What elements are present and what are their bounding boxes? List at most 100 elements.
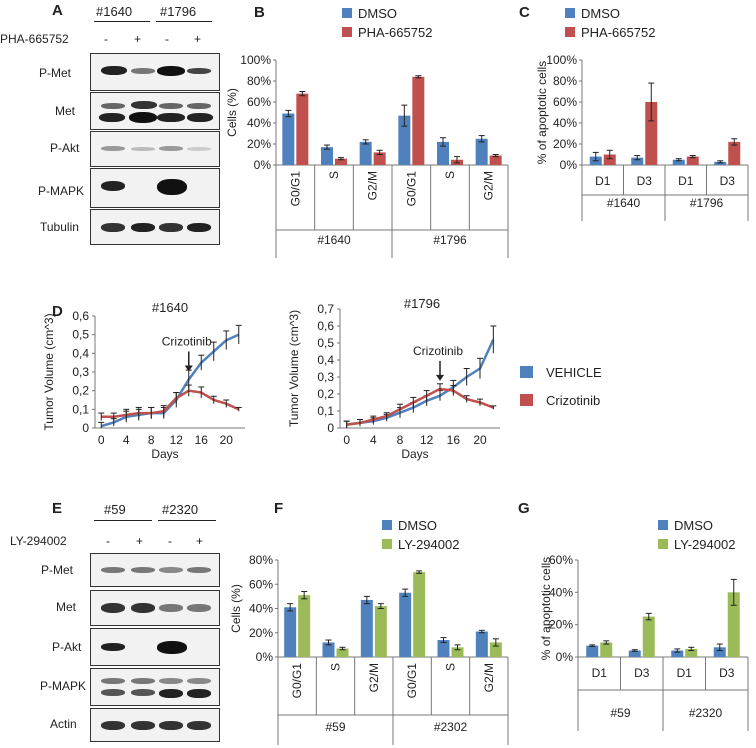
legend-swatch — [565, 8, 575, 18]
y-axis-label: % of apoptotic cells — [539, 557, 553, 660]
bar-pha-665752 — [728, 141, 741, 165]
y-tick-label: 100% — [240, 53, 271, 67]
y-tick-label: 0,4 — [317, 353, 334, 367]
y-tick-label: 0,7 — [317, 302, 334, 316]
legend-label: DMSO — [674, 518, 713, 533]
blot-row-label: Tubulin — [40, 220, 79, 234]
panel-letter-g: G — [518, 500, 530, 517]
x-tick-label: 0 — [343, 433, 350, 447]
panel-letter-d: D — [52, 303, 63, 320]
series-line-vehicle — [346, 339, 495, 426]
bar-ly-294002 — [642, 616, 655, 657]
bar-pha-665752 — [412, 76, 425, 165]
y-tick-label: 0,2 — [72, 384, 89, 398]
category-label: G2/M — [367, 663, 381, 692]
panel-letter-e: E — [52, 500, 63, 517]
treatment-label: LY-294002 — [10, 534, 67, 548]
blot-strip — [90, 590, 220, 626]
sign-label: - — [106, 534, 110, 548]
category-label: G2/M — [482, 171, 496, 200]
y-tick-label: 20% — [553, 137, 577, 151]
blot-row-label: P-MAPK — [38, 184, 85, 198]
sign-label: - — [165, 32, 169, 46]
bar-dmso — [398, 115, 411, 165]
bar-ly-294002 — [413, 572, 426, 657]
category-label: D3 — [720, 174, 736, 188]
category-label: D3 — [719, 666, 735, 680]
bar-ly-294002 — [336, 648, 349, 657]
group-label: #1796 — [690, 196, 724, 210]
blot-row-label: P-Met — [39, 66, 72, 80]
category-label: G2/M — [366, 171, 380, 200]
sample-label: #1640 — [96, 4, 133, 19]
bar-pha-665752 — [645, 102, 658, 165]
y-tick-label: 0,5 — [317, 336, 334, 350]
annotation-arrowhead — [436, 374, 444, 381]
bar-pha-665752 — [489, 155, 502, 165]
bar-pha-665752 — [603, 154, 616, 165]
panel-letter-b: B — [254, 4, 265, 21]
category-label: G0/G1 — [404, 171, 418, 207]
legend-swatch — [565, 27, 575, 37]
legend-label: VEHICLE — [546, 365, 602, 380]
legend-label: PHA-665752 — [358, 25, 432, 40]
y-tick-label: 0,6 — [317, 319, 334, 333]
y-tick-label: 0% — [556, 650, 574, 664]
bar-ly-294002 — [374, 606, 387, 657]
sample-bracket — [158, 520, 216, 521]
panel-letter-c: C — [519, 4, 530, 21]
bar-dmso — [586, 645, 599, 657]
blot-row-label: Met — [56, 600, 77, 614]
blot-row-label: Met — [55, 104, 76, 118]
blot-row-label: P-MAPK — [40, 679, 87, 693]
group-label: #59 — [610, 706, 630, 720]
blot-strip — [90, 53, 220, 91]
category-label: S — [327, 171, 341, 179]
blot-strip — [90, 553, 220, 587]
y-tick-label: 0,5 — [72, 328, 89, 342]
chart-title: #1796 — [404, 296, 440, 311]
blot-strip — [90, 708, 220, 742]
x-axis-label: Days — [401, 447, 428, 461]
legend-label: Crizotinib — [546, 393, 600, 408]
legend-swatch — [342, 8, 352, 18]
category-label: D1 — [678, 174, 694, 188]
y-axis-label: Cells (%) — [229, 584, 243, 633]
bar-ly-294002 — [685, 648, 698, 657]
blot-row-label: P-Akt — [52, 640, 82, 654]
x-tick-label: 0 — [98, 433, 105, 447]
x-tick-label: 12 — [170, 433, 184, 447]
sample-label: #1796 — [160, 4, 197, 19]
category-label: D3 — [634, 666, 650, 680]
legend-label: DMSO — [398, 518, 437, 533]
bar-dmso — [359, 141, 372, 165]
panel-letter-f: F — [274, 500, 284, 517]
x-tick-label: 4 — [370, 433, 377, 447]
y-tick-label: 0,1 — [72, 402, 89, 416]
legend-label: LY-294002 — [398, 537, 459, 552]
series-line-vehicle — [100, 333, 240, 428]
y-tick-label: 0 — [327, 421, 334, 435]
sample-bracket — [94, 520, 152, 521]
bar-dmso — [475, 631, 488, 657]
bar-dmso — [284, 607, 297, 657]
y-axis-label: Tumor Volume (cm^3) — [42, 313, 56, 430]
blot-row-label: Actin — [50, 717, 77, 731]
bar-dmso — [714, 161, 727, 165]
blot-strip — [90, 209, 220, 245]
group-label: #2320 — [689, 706, 723, 720]
y-tick-label: 80% — [247, 74, 271, 88]
category-label: D1 — [595, 174, 611, 188]
legend-swatch — [520, 394, 533, 406]
bar-pha-665752 — [335, 158, 347, 165]
blot-strip — [90, 131, 220, 167]
sample-bracket — [94, 21, 150, 22]
y-tick-label: 40% — [553, 116, 577, 130]
bar-dmso — [475, 138, 488, 165]
bar-ly-294002 — [600, 642, 613, 657]
y-tick-label: 100% — [546, 53, 577, 67]
bar-ly-294002 — [727, 592, 740, 657]
bar-dmso — [437, 640, 450, 657]
sign-label: - — [104, 32, 108, 46]
